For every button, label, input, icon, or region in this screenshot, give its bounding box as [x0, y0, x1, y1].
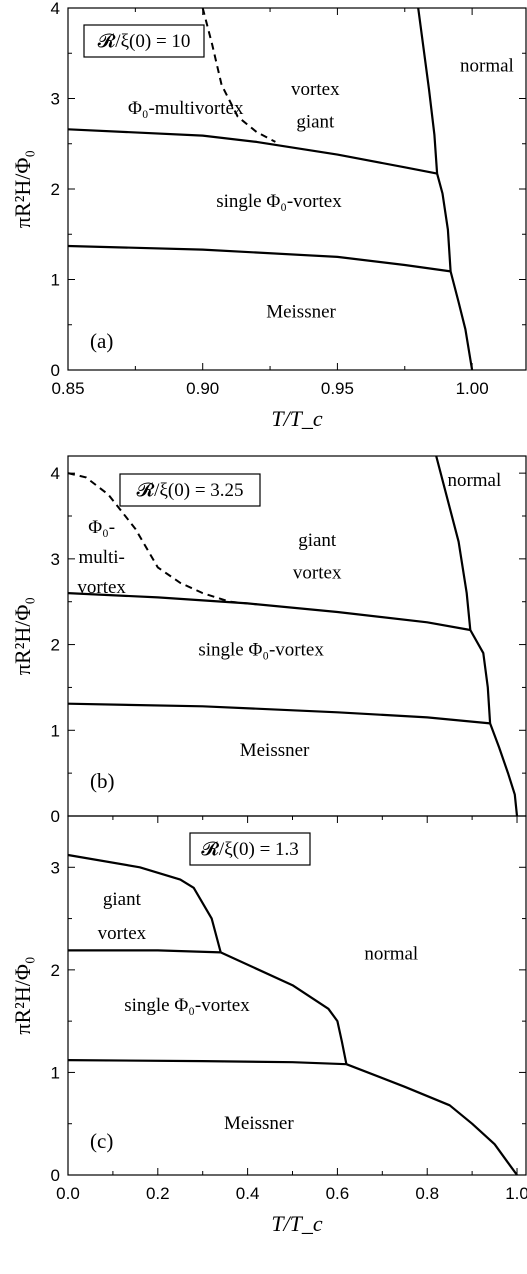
region-label: Meissner: [240, 740, 310, 761]
region-label: single Φ₀-vortex: [216, 191, 342, 212]
region-label: Meissner: [224, 1113, 294, 1134]
parameter-label: 𝓡/ξ(0) = 10: [98, 31, 191, 52]
region-label: vortex: [293, 563, 342, 584]
region-label: Φ₀-multivortex: [128, 98, 244, 119]
phase-boundary: [67, 853, 222, 953]
x-tick-label: 0.4: [236, 1184, 260, 1203]
parameter-box: [189, 832, 311, 866]
phase-boundary: [346, 1063, 518, 1176]
x-tick-label: 0.85: [51, 379, 84, 398]
parameter-label: 𝓡/ξ(0) = 3.25: [136, 480, 243, 501]
y-axis-label: πR²H/Φ₀: [10, 597, 35, 675]
x-tick-label: 0.2: [146, 1184, 170, 1203]
y-tick-label: 4: [51, 0, 60, 18]
region-label: vortex: [291, 79, 340, 100]
region-label: giant: [296, 111, 335, 132]
phase-boundary: [67, 244, 451, 273]
y-tick-label: 2: [51, 636, 60, 655]
x-tick-label: 0.6: [326, 1184, 350, 1203]
phase-boundary: [67, 592, 471, 632]
region-label: vortex: [77, 577, 126, 598]
phase-boundary: [67, 128, 438, 175]
region-label: giant: [103, 889, 142, 910]
y-tick-label: 3: [51, 858, 60, 877]
panel-b: 0 1 2 3 4 normal giant vortex Φ₀- multi-vortex sin…: [10, 455, 527, 826]
region-label: normal: [447, 470, 501, 491]
x-axis-label: T/T_c: [271, 406, 323, 431]
panel-label: (c): [90, 1129, 113, 1153]
plot-frame: [67, 815, 527, 1176]
x-tick-label: 1.00: [456, 379, 489, 398]
region-label: normal: [364, 944, 418, 965]
y-tick-label: 0: [51, 807, 60, 826]
panel-label: (b): [90, 769, 115, 793]
dashed-phase-boundary: [201, 7, 276, 143]
y-axis-label: πR²H/Φ₀: [10, 150, 35, 228]
region-label: giant: [298, 530, 337, 551]
phase-boundary: [417, 7, 474, 371]
phase-boundary: [220, 951, 348, 1065]
dashed-phase-boundary: [67, 472, 257, 606]
y-tick-label: 1: [51, 1063, 60, 1082]
phase-boundary: [67, 1059, 347, 1066]
region-label: single Φ₀-vortex: [198, 640, 324, 661]
x-axis-label: T/T_c: [271, 1211, 323, 1236]
parameter-box: [83, 24, 205, 58]
y-tick-label: 3: [51, 550, 60, 569]
region-label: normal: [460, 55, 514, 76]
x-tick-label: 1.0: [505, 1184, 527, 1203]
region-label: single Φ₀-vortex: [124, 995, 250, 1016]
plot-frame: [67, 455, 527, 817]
y-tick-label: 0: [51, 1166, 60, 1185]
x-tick-label: 0.0: [56, 1184, 80, 1203]
y-axis-label: πR²H/Φ₀: [10, 956, 35, 1034]
panel-label: (a): [90, 329, 113, 353]
panel-c: 0 1 2 3 0.0 0.2 0.4 0.6 0.8 1.0 giant vortex normal s…: [10, 815, 527, 1236]
region-label: multi-: [78, 547, 124, 568]
parameter-box: [119, 473, 261, 507]
y-tick-label: 2: [51, 961, 60, 980]
y-tick-label: 2: [51, 180, 60, 199]
panel-a: 0 1 2 3 4 0.85 0.90 0.95 1.00 normal giant vortex Φ₀…: [10, 0, 527, 431]
x-tick-label: 0.8: [415, 1184, 439, 1203]
parameter-label: 𝓡/ξ(0) = 1.3: [201, 839, 299, 860]
y-tick-label: 1: [51, 271, 60, 290]
region-label: vortex: [98, 923, 147, 944]
y-tick-label: 0: [51, 361, 60, 380]
region-label: Meissner: [266, 302, 336, 323]
x-tick-label: 0.95: [321, 379, 354, 398]
region-label: Φ₀-: [88, 517, 115, 538]
y-tick-label: 4: [51, 464, 60, 483]
phase-boundary: [67, 702, 491, 725]
phase-boundary: [435, 455, 519, 817]
y-tick-label: 1: [51, 721, 60, 740]
phase-boundary: [68, 949, 221, 954]
x-tick-label: 0.90: [186, 379, 219, 398]
y-tick-label: 3: [51, 90, 60, 109]
